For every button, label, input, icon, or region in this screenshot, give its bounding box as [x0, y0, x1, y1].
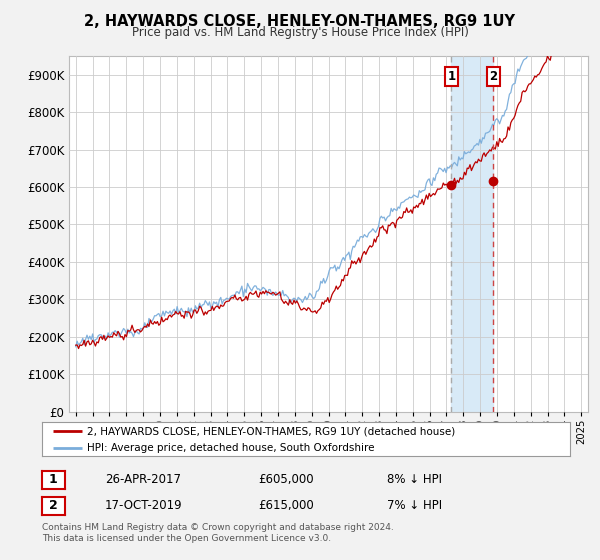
- Text: 1: 1: [447, 70, 455, 83]
- Text: 1: 1: [49, 473, 58, 487]
- Text: 2, HAYWARDS CLOSE, HENLEY-ON-THAMES, RG9 1UY: 2, HAYWARDS CLOSE, HENLEY-ON-THAMES, RG9…: [85, 14, 515, 29]
- Text: 8% ↓ HPI: 8% ↓ HPI: [387, 473, 442, 487]
- Text: 2: 2: [490, 70, 497, 83]
- Text: £615,000: £615,000: [258, 499, 314, 512]
- Text: 26-APR-2017: 26-APR-2017: [105, 473, 181, 487]
- Text: 7% ↓ HPI: 7% ↓ HPI: [387, 499, 442, 512]
- Text: HPI: Average price, detached house, South Oxfordshire: HPI: Average price, detached house, Sout…: [87, 443, 374, 453]
- Text: This data is licensed under the Open Government Licence v3.0.: This data is licensed under the Open Gov…: [42, 534, 331, 543]
- Text: 2: 2: [49, 499, 58, 512]
- Text: Contains HM Land Registry data © Crown copyright and database right 2024.: Contains HM Land Registry data © Crown c…: [42, 523, 394, 532]
- Text: Price paid vs. HM Land Registry's House Price Index (HPI): Price paid vs. HM Land Registry's House …: [131, 26, 469, 39]
- Bar: [451, 56, 493, 412]
- Text: 17-OCT-2019: 17-OCT-2019: [105, 499, 182, 512]
- Text: £605,000: £605,000: [258, 473, 314, 487]
- Text: 2, HAYWARDS CLOSE, HENLEY-ON-THAMES, RG9 1UY (detached house): 2, HAYWARDS CLOSE, HENLEY-ON-THAMES, RG9…: [87, 426, 455, 436]
